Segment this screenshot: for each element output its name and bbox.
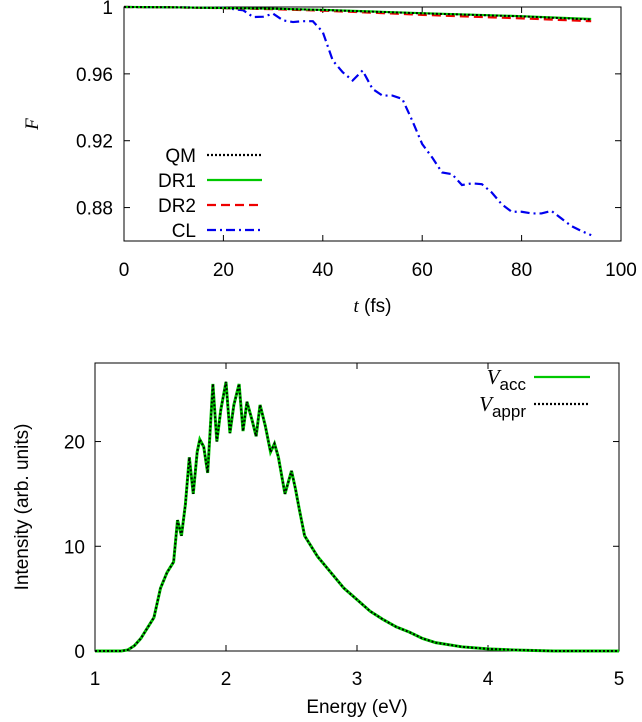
legend-label-main: V: [479, 392, 494, 416]
legend-label-cl: CL: [172, 221, 196, 242]
x-tick-label: 60: [412, 260, 433, 281]
y-axis-label: Intensity (arb. units): [12, 424, 33, 591]
x-axis-label: t (fs): [354, 296, 392, 317]
plot-frame: [123, 6, 622, 242]
x-tick-label: 1: [90, 669, 101, 690]
y-tick-label: 0.92: [76, 132, 113, 153]
series-line-appr: [95, 381, 619, 652]
legend-label-dr1: DR1: [158, 171, 196, 192]
series-line-qm: [123, 6, 592, 21]
x-tick-label: 40: [312, 260, 333, 281]
x-tick-label: 5: [614, 669, 625, 690]
y-tick-label: 10: [64, 537, 85, 558]
x-axis-label-unit: (fs): [359, 296, 392, 317]
x-tick-label: 2: [221, 669, 232, 690]
x-axis-label-variable: t: [354, 296, 360, 317]
legend-label-appr: Vappr: [479, 392, 526, 421]
series-line-acc: [95, 381, 619, 653]
legend-label-acc: Vacc: [487, 365, 527, 394]
legend-label-dr2: DR2: [158, 196, 196, 217]
x-tick-label: 0: [119, 260, 130, 281]
x-tick-label: 80: [511, 260, 532, 281]
legend-label-sub: appr: [492, 402, 526, 421]
x-tick-label: 3: [352, 669, 363, 690]
legend-label-sub: acc: [500, 375, 527, 394]
y-tick-label: 0: [74, 642, 85, 663]
x-axis-label: Energy (eV): [306, 697, 407, 718]
y-tick-label: 1: [102, 0, 113, 19]
plot-frame: [94, 362, 620, 652]
legend-label-main: V: [487, 365, 502, 389]
legend-label-qm: QM: [165, 146, 196, 167]
x-tick-label: 100: [605, 260, 637, 281]
y-tick-label: 0.96: [76, 65, 113, 86]
x-tick-label: 4: [483, 669, 494, 690]
y-tick-label: 20: [64, 433, 85, 454]
x-tick-label: 20: [213, 260, 234, 281]
fidelity-chart: 0 20 40 60 80 100 0.88 0.92 0.96 1 Ft (fs) QM DR1 DR2…: [22, 0, 637, 317]
y-axis-label: F: [22, 118, 43, 131]
series-line-cl: [123, 5, 592, 237]
spectrum-chart: 1 2 3 4 5 0 10 20 Intensity (arb. units) Energy (…: [12, 362, 625, 718]
y-tick-label: 0.88: [76, 199, 113, 220]
